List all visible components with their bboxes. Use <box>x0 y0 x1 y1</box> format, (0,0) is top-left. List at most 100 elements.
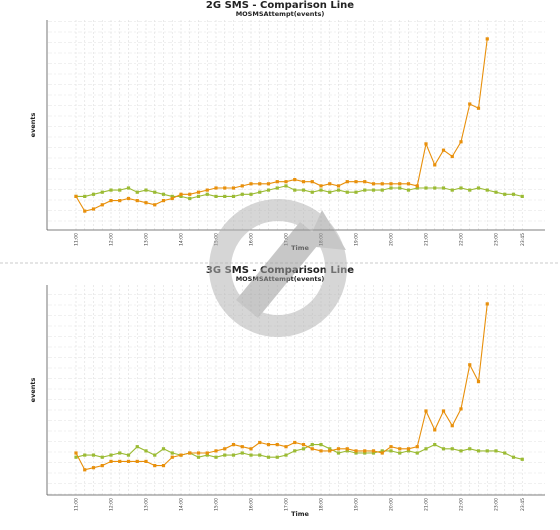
point <box>188 196 192 201</box>
grid-background <box>47 20 545 230</box>
point <box>319 449 323 453</box>
point <box>415 186 419 190</box>
point <box>468 102 472 106</box>
point <box>266 188 271 192</box>
point <box>380 449 384 453</box>
point <box>468 363 472 367</box>
point <box>118 199 122 203</box>
point <box>153 453 157 457</box>
x-tick-label: 14:00 <box>179 233 185 246</box>
point <box>275 186 279 190</box>
point <box>266 455 271 459</box>
point <box>380 188 384 192</box>
point <box>188 451 192 455</box>
point <box>371 188 376 192</box>
point <box>100 455 104 459</box>
point <box>415 184 419 188</box>
y-axis-label: events <box>29 378 37 403</box>
point <box>188 192 192 196</box>
point <box>328 190 332 194</box>
point <box>135 459 139 463</box>
point <box>144 449 148 453</box>
point <box>503 192 507 196</box>
point <box>301 447 306 451</box>
point <box>485 37 489 41</box>
series-line <box>76 185 523 200</box>
point <box>205 453 209 457</box>
point <box>91 207 96 211</box>
point <box>231 194 236 198</box>
point <box>118 188 122 192</box>
x-tick-label: 23:45 <box>520 233 526 246</box>
point <box>153 190 157 194</box>
point <box>223 453 227 457</box>
watermark-ring <box>209 199 347 337</box>
point <box>328 182 332 186</box>
point <box>91 192 96 196</box>
point <box>433 186 437 190</box>
x-axis-label: Time <box>291 510 309 518</box>
point <box>328 447 332 451</box>
x-tick-label: 12:00 <box>109 233 115 246</box>
point <box>196 455 201 459</box>
point <box>284 453 288 457</box>
x-tick-label: 20:00 <box>389 233 395 246</box>
point <box>249 192 253 196</box>
point <box>275 443 279 447</box>
point <box>468 188 472 192</box>
point <box>441 409 446 413</box>
point <box>310 180 314 184</box>
point <box>118 451 122 455</box>
point <box>100 190 104 194</box>
point <box>328 449 332 453</box>
point <box>371 182 376 186</box>
x-tick-label: 14:00 <box>179 498 185 511</box>
point <box>196 190 201 194</box>
point <box>170 451 174 455</box>
point <box>284 180 288 184</box>
x-tick-label: 18:00 <box>319 498 325 511</box>
point <box>476 449 481 453</box>
point <box>258 190 262 194</box>
x-tick-label: 21:00 <box>424 233 430 246</box>
point <box>83 209 87 213</box>
x-tick-label: 23:00 <box>494 498 500 511</box>
point <box>126 453 131 457</box>
point <box>293 178 297 182</box>
point <box>170 455 174 459</box>
point <box>363 449 367 453</box>
point <box>511 455 516 459</box>
point <box>91 453 96 457</box>
point <box>126 459 131 463</box>
point <box>441 447 446 451</box>
point <box>345 447 349 451</box>
point <box>240 445 244 449</box>
point <box>83 194 87 198</box>
point <box>424 186 428 190</box>
point <box>398 182 402 186</box>
point <box>459 407 463 411</box>
point <box>258 182 262 186</box>
point <box>389 445 393 449</box>
point <box>476 186 481 190</box>
x-tick-label: 11:00 <box>74 498 80 511</box>
point <box>293 440 297 445</box>
point <box>319 443 323 447</box>
point <box>459 449 463 453</box>
point <box>398 447 402 451</box>
point <box>153 464 157 468</box>
point <box>179 192 183 196</box>
point <box>363 451 367 455</box>
point <box>345 180 349 184</box>
point <box>179 194 183 198</box>
point <box>135 445 139 449</box>
point <box>258 453 262 457</box>
x-tick-label: 19:00 <box>354 233 360 246</box>
point <box>249 182 253 186</box>
point <box>336 188 341 192</box>
point <box>354 451 358 455</box>
point <box>380 451 384 455</box>
point <box>223 186 227 190</box>
point <box>398 451 402 455</box>
point <box>231 186 236 190</box>
